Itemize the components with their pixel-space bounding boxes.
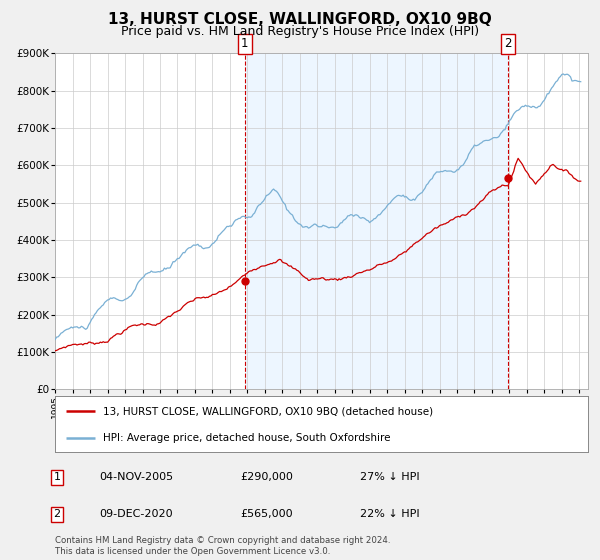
Text: 13, HURST CLOSE, WALLINGFORD, OX10 9BQ: 13, HURST CLOSE, WALLINGFORD, OX10 9BQ (108, 12, 492, 27)
Text: Contains HM Land Registry data © Crown copyright and database right 2024.
This d: Contains HM Land Registry data © Crown c… (55, 536, 391, 556)
Text: 27% ↓ HPI: 27% ↓ HPI (360, 472, 419, 482)
Text: 22% ↓ HPI: 22% ↓ HPI (360, 509, 419, 519)
Text: HPI: Average price, detached house, South Oxfordshire: HPI: Average price, detached house, Sout… (103, 433, 391, 443)
Text: £290,000: £290,000 (240, 472, 293, 482)
Text: 13, HURST CLOSE, WALLINGFORD, OX10 9BQ (detached house): 13, HURST CLOSE, WALLINGFORD, OX10 9BQ (… (103, 406, 433, 416)
Text: 1: 1 (53, 472, 61, 482)
Text: 2: 2 (53, 509, 61, 519)
Text: Price paid vs. HM Land Registry's House Price Index (HPI): Price paid vs. HM Land Registry's House … (121, 25, 479, 38)
Text: £565,000: £565,000 (240, 509, 293, 519)
Text: 2: 2 (505, 38, 512, 50)
Text: 09-DEC-2020: 09-DEC-2020 (99, 509, 173, 519)
Text: 1: 1 (241, 38, 248, 50)
Bar (245, 53, 508, 389)
Text: 04-NOV-2005: 04-NOV-2005 (99, 472, 173, 482)
